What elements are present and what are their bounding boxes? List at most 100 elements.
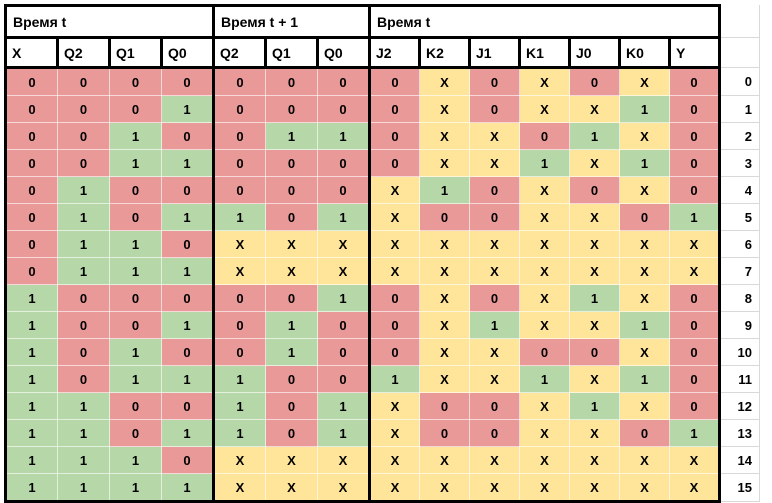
table-cell[interactable]: 1 xyxy=(4,365,58,393)
table-cell[interactable]: 0 xyxy=(57,67,110,96)
table-cell[interactable]: 0 xyxy=(317,176,371,204)
table-cell[interactable]: 0 xyxy=(469,203,520,231)
table-cell[interactable]: 1 xyxy=(569,392,620,420)
row-number[interactable]: 14 xyxy=(719,446,760,474)
table-cell[interactable]: 1 xyxy=(519,149,570,177)
column-header-x[interactable]: X xyxy=(4,36,59,69)
table-cell[interactable]: 0 xyxy=(4,230,58,258)
table-cell[interactable]: 1 xyxy=(161,149,215,177)
table-cell[interactable]: 0 xyxy=(419,419,470,447)
table-cell[interactable]: 1 xyxy=(469,311,520,339)
table-cell[interactable]: X xyxy=(317,473,371,503)
table-cell[interactable]: 1 xyxy=(161,257,215,285)
table-cell[interactable]: 0 xyxy=(109,95,162,123)
table-cell[interactable]: X xyxy=(419,338,470,366)
table-cell[interactable]: X xyxy=(419,257,470,285)
table-cell[interactable]: X xyxy=(317,446,371,474)
row-number[interactable]: 8 xyxy=(719,284,760,312)
table-cell[interactable]: X xyxy=(212,257,266,285)
table-cell[interactable]: 1 xyxy=(57,230,110,258)
table-cell[interactable]: X xyxy=(469,473,520,503)
table-cell[interactable]: X xyxy=(519,176,570,204)
table-cell[interactable]: 1 xyxy=(57,473,110,503)
table-cell[interactable]: 0 xyxy=(619,203,670,231)
table-cell[interactable]: X xyxy=(619,230,670,258)
table-cell[interactable]: 1 xyxy=(317,419,371,447)
table-cell[interactable]: 0 xyxy=(669,365,721,393)
table-cell[interactable]: 0 xyxy=(265,392,318,420)
table-cell[interactable]: 0 xyxy=(469,95,520,123)
table-cell[interactable]: X xyxy=(419,230,470,258)
column-header-k1[interactable]: K1 xyxy=(518,36,571,69)
table-cell[interactable]: 0 xyxy=(265,95,318,123)
table-cell[interactable]: X xyxy=(368,473,420,503)
table-cell[interactable]: 0 xyxy=(317,95,371,123)
table-cell[interactable]: X xyxy=(519,392,570,420)
table-cell[interactable]: 0 xyxy=(161,284,215,312)
table-cell[interactable]: X xyxy=(317,230,371,258)
table-cell[interactable]: 0 xyxy=(212,284,266,312)
row-number[interactable]: 5 xyxy=(719,203,760,231)
table-cell[interactable]: X xyxy=(619,473,670,503)
column-header-q1[interactable]: Q1 xyxy=(264,36,319,69)
row-number[interactable]: 11 xyxy=(719,365,760,393)
table-cell[interactable]: X xyxy=(368,257,420,285)
table-cell[interactable]: 1 xyxy=(161,311,215,339)
row-number[interactable]: 10 xyxy=(719,338,760,366)
table-cell[interactable]: X xyxy=(519,203,570,231)
table-cell[interactable]: 1 xyxy=(109,122,162,150)
table-cell[interactable]: 1 xyxy=(619,149,670,177)
table-cell[interactable]: 0 xyxy=(519,338,570,366)
table-cell[interactable]: X xyxy=(469,230,520,258)
table-cell[interactable]: 1 xyxy=(212,365,266,393)
table-cell[interactable]: X xyxy=(619,67,670,96)
table-cell[interactable]: X xyxy=(469,122,520,150)
table-cell[interactable]: X xyxy=(469,338,520,366)
table-cell[interactable]: X xyxy=(669,446,721,474)
table-cell[interactable]: X xyxy=(469,365,520,393)
table-cell[interactable]: X xyxy=(212,446,266,474)
table-cell[interactable]: X xyxy=(619,176,670,204)
table-cell[interactable]: 0 xyxy=(4,203,58,231)
table-cell[interactable]: X xyxy=(469,149,520,177)
table-cell[interactable]: 0 xyxy=(669,284,721,312)
table-cell[interactable]: 0 xyxy=(57,365,110,393)
table-cell[interactable]: 0 xyxy=(265,67,318,96)
table-cell[interactable]: X xyxy=(519,446,570,474)
table-cell[interactable]: X xyxy=(619,122,670,150)
table-cell[interactable]: 0 xyxy=(57,122,110,150)
column-header-j1[interactable]: J1 xyxy=(468,36,521,69)
table-cell[interactable]: 0 xyxy=(109,419,162,447)
table-cell[interactable]: 0 xyxy=(368,311,420,339)
table-cell[interactable]: 0 xyxy=(469,67,520,96)
table-cell[interactable]: X xyxy=(669,230,721,258)
table-cell[interactable]: 1 xyxy=(317,392,371,420)
table-cell[interactable]: 0 xyxy=(4,67,58,96)
table-cell[interactable]: X xyxy=(317,257,371,285)
table-cell[interactable]: 0 xyxy=(212,67,266,96)
table-cell[interactable]: 1 xyxy=(4,473,58,503)
table-cell[interactable]: 0 xyxy=(419,203,470,231)
table-cell[interactable]: 1 xyxy=(4,311,58,339)
table-cell[interactable]: X xyxy=(619,446,670,474)
table-cell[interactable]: 0 xyxy=(569,338,620,366)
row-number[interactable]: 1 xyxy=(719,95,760,123)
table-cell[interactable]: 1 xyxy=(57,176,110,204)
row-number[interactable]: 4 xyxy=(719,176,760,204)
table-cell[interactable]: X xyxy=(368,446,420,474)
table-cell[interactable]: 0 xyxy=(57,149,110,177)
section-title[interactable]: Время t + 1 xyxy=(212,4,371,39)
column-header-j2[interactable]: J2 xyxy=(368,36,421,69)
table-cell[interactable]: 1 xyxy=(109,257,162,285)
column-header-q0[interactable]: Q0 xyxy=(316,36,371,69)
table-cell[interactable]: 1 xyxy=(4,392,58,420)
table-cell[interactable]: 0 xyxy=(57,338,110,366)
table-cell[interactable]: X xyxy=(212,230,266,258)
table-cell[interactable]: 1 xyxy=(569,284,620,312)
table-cell[interactable]: 1 xyxy=(619,95,670,123)
table-cell[interactable]: 0 xyxy=(368,149,420,177)
table-cell[interactable]: 0 xyxy=(317,311,371,339)
table-cell[interactable]: 0 xyxy=(669,176,721,204)
table-cell[interactable]: 0 xyxy=(469,419,520,447)
table-cell[interactable]: 1 xyxy=(368,365,420,393)
